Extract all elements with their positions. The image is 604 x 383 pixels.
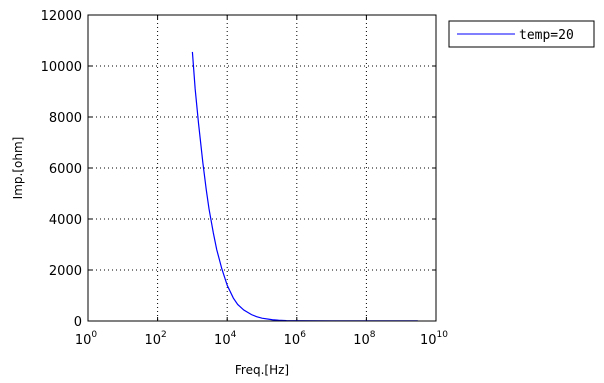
x-tick-label: 106 [284, 330, 307, 348]
x-tick-label: 108 [353, 330, 376, 348]
y-tick-label: 8000 [49, 111, 82, 126]
y-tick-label: 10000 [41, 60, 82, 75]
x-tick-exponent: 2 [161, 330, 167, 340]
y-tick-label: 0 [74, 315, 82, 330]
x-tick-label: 1010 [420, 330, 448, 348]
plot-area [88, 15, 436, 321]
x-tick-exponent: 8 [370, 330, 376, 340]
y-tick-label: 4000 [49, 213, 82, 228]
grid [88, 15, 436, 321]
y-tick-label: 12000 [41, 9, 82, 24]
y-tick-label: 6000 [49, 162, 82, 177]
x-tick-labels: 100 102 104 106 108 1010 [75, 330, 448, 348]
x-tick-exponent: 10 [437, 330, 449, 340]
x-tick-base: 10 [353, 333, 370, 348]
x-tick-base: 10 [284, 333, 301, 348]
x-tick-base: 10 [420, 333, 437, 348]
x-tick-label: 104 [214, 330, 237, 348]
x-tick-exponent: 6 [300, 330, 306, 340]
y-tick-label: 2000 [49, 264, 82, 279]
x-axis-label: Freq.[Hz] [235, 363, 289, 377]
x-tick-label: 102 [144, 330, 166, 348]
x-tick-label: 100 [75, 330, 98, 348]
x-tick-base: 10 [214, 333, 231, 348]
x-tick-exponent: 4 [231, 330, 237, 340]
legend: temp=20 [448, 20, 595, 48]
x-tick-exponent: 0 [91, 330, 97, 340]
plot-frame [87, 14, 437, 322]
y-tick-labels: 0 2000 4000 6000 8000 10000 12000 [41, 9, 82, 330]
y-axis-label: Imp.[ohm] [11, 137, 25, 200]
x-tick-base: 10 [75, 333, 92, 348]
x-tick-base: 10 [144, 333, 161, 348]
legend-label-temp-20: temp=20 [519, 28, 574, 43]
